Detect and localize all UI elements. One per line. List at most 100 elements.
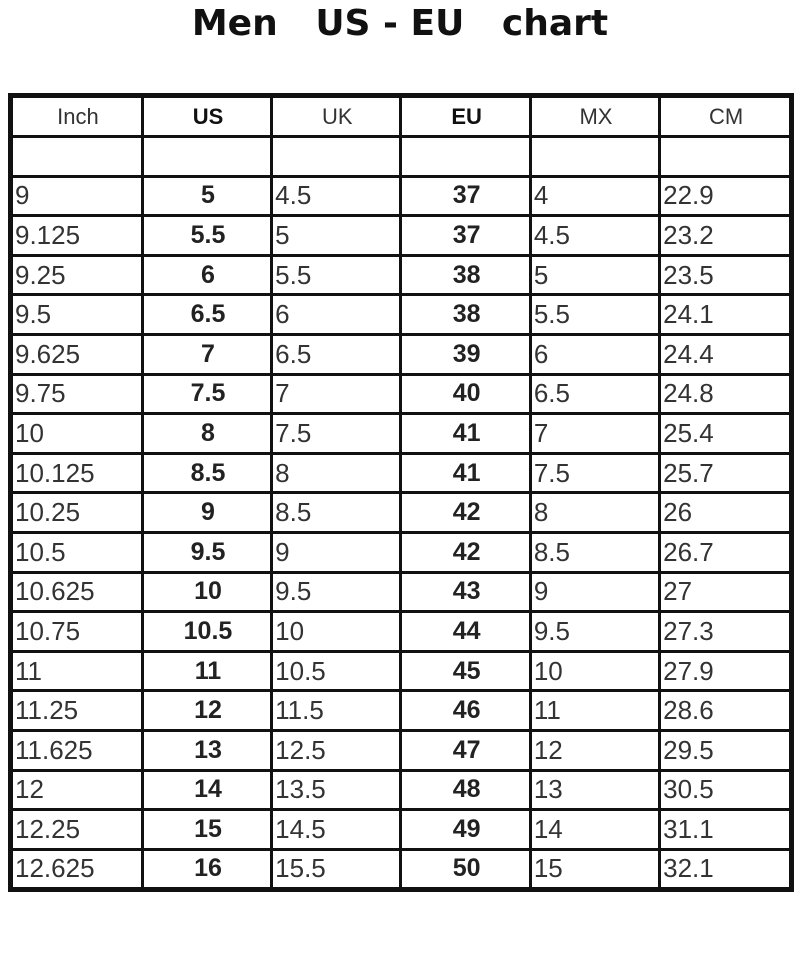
table-cell-cm: 26.7 (658, 530, 789, 574)
table-cell-uk: 6.5 (270, 332, 403, 376)
table-cell-us: 8.5 (140, 451, 274, 495)
table-cell-mx: 6.5 (528, 372, 662, 416)
table-cell-mx: 6 (528, 332, 662, 376)
table-cell-uk: 9.5 (270, 570, 403, 614)
table-cell-uk: 14.5 (270, 808, 403, 851)
table-cell-cm: 29.5 (658, 728, 789, 772)
chart-title: Men US - EU chart (191, 3, 609, 44)
table-row: 10.25 9 8.5 42 8 26 (13, 491, 789, 534)
table-cell-us: 7 (140, 332, 274, 376)
table-cell-mx: 10 (528, 649, 662, 693)
column-header-eu: EU (399, 98, 532, 138)
table-cell-us: 9.5 (140, 530, 274, 574)
table-cell-uk: 11.5 (270, 689, 403, 732)
table-cell-eu: 43 (399, 570, 532, 614)
table-cell-cm: 27.9 (658, 649, 789, 693)
table-cell-mx: 8 (528, 491, 662, 534)
table-cell-eu: 44 (399, 610, 532, 653)
column-header-uk: UK (270, 98, 403, 138)
table-cell-mx: 12 (528, 728, 662, 772)
table-row (13, 135, 789, 178)
table-cell-mx: 5 (528, 253, 662, 297)
table-cell-cm: 27.3 (658, 610, 789, 653)
table-cell-uk: 6 (270, 293, 403, 336)
table-cell-eu: 46 (399, 689, 532, 732)
table-row: 9.5 6.5 6 38 5.5 24.1 (13, 293, 789, 336)
table-cell-eu: 49 (399, 808, 532, 851)
table-cell-us: 5.5 (140, 214, 274, 257)
table-cell-eu: 38 (399, 293, 532, 336)
table-cell-inch: 10.75 (13, 610, 144, 653)
table-cell-cm: 25.7 (658, 451, 789, 495)
table-cell-cm: 30.5 (658, 768, 789, 812)
table-cell-us: 12 (140, 689, 274, 732)
table-row: 12.625 16 15.5 50 15 32.1 (13, 847, 789, 888)
table-row: 10.625 10 9.5 43 9 27 (13, 570, 789, 614)
table-row: 10.125 8.5 8 41 7.5 25.7 (13, 451, 789, 495)
table-cell-us: 6.5 (140, 293, 274, 336)
table-cell-cm (658, 135, 789, 178)
table-cell-eu: 45 (399, 649, 532, 693)
table-cell-eu: 37 (399, 214, 532, 257)
table-cell-eu (399, 135, 532, 178)
table-cell-inch: 10.25 (13, 491, 144, 534)
table-cell-us: 5 (140, 174, 274, 218)
table-cell-inch: 12.625 (13, 847, 144, 888)
table-cell-uk: 9 (270, 530, 403, 574)
table-cell-mx (528, 135, 662, 178)
table-cell-eu: 41 (399, 451, 532, 495)
table-cell-inch: 10 (13, 412, 144, 455)
table-cell-mx: 5.5 (528, 293, 662, 336)
table-cell-cm: 26 (658, 491, 789, 534)
table-row: 12.25 15 14.5 49 14 31.1 (13, 808, 789, 851)
table-cell-cm: 31.1 (658, 808, 789, 851)
table-cell-uk: 10.5 (270, 649, 403, 693)
column-header-inch: Inch (13, 98, 144, 138)
table-cell-uk: 7.5 (270, 412, 403, 455)
table-cell-cm: 23.2 (658, 214, 789, 257)
table-row: 12 14 13.5 48 13 30.5 (13, 768, 789, 812)
table-cell-mx: 7.5 (528, 451, 662, 495)
table-row: 9.75 7.5 7 40 6.5 24.8 (13, 372, 789, 416)
table-cell-uk: 12.5 (270, 728, 403, 772)
table-cell-mx: 13 (528, 768, 662, 812)
table-cell-mx: 4 (528, 174, 662, 218)
table-cell-inch: 10.5 (13, 530, 144, 574)
table-cell-mx: 9 (528, 570, 662, 614)
table-cell-eu: 37 (399, 174, 532, 218)
table-row: 10 8 7.5 41 7 25.4 (13, 412, 789, 455)
table-row: 10.75 10.5 10 44 9.5 27.3 (13, 610, 789, 653)
table-cell-cm: 23.5 (658, 253, 789, 297)
table-row: 11.625 13 12.5 47 12 29.5 (13, 728, 789, 772)
table-cell-eu: 42 (399, 530, 532, 574)
table-cell-inch: 9.5 (13, 293, 144, 336)
table-cell-us: 10 (140, 570, 274, 614)
table-cell-uk: 5.5 (270, 253, 403, 297)
table-cell-eu: 38 (399, 253, 532, 297)
size-chart-table: Inch US UK EU MX CM 9 5 4.5 37 4 22.9 9.125 5.5 5 37 4.5… (8, 93, 794, 893)
table-cell-inch: 12 (13, 768, 144, 812)
table-cell-uk: 10 (270, 610, 403, 653)
table-cell-mx: 4.5 (528, 214, 662, 257)
header-row: Inch US UK EU MX CM (13, 98, 789, 138)
table-cell-inch: 10.625 (13, 570, 144, 614)
table-cell-inch (13, 135, 144, 178)
table-cell-eu: 47 (399, 728, 532, 772)
table-cell-uk: 8.5 (270, 491, 403, 534)
table-cell-eu: 40 (399, 372, 532, 416)
table-cell-uk: 7 (270, 372, 403, 416)
table-cell-inch: 9.125 (13, 214, 144, 257)
table-row: 9 5 4.5 37 4 22.9 (13, 174, 789, 218)
table-row: 9.25 6 5.5 38 5 23.5 (13, 253, 789, 297)
table-cell-inch: 9.625 (13, 332, 144, 376)
column-header-mx: MX (528, 98, 662, 138)
table-cell-inch: 11.25 (13, 689, 144, 732)
table-cell-us: 9 (140, 491, 274, 534)
table-cell-uk: 15.5 (270, 847, 403, 888)
table-cell-inch: 10.125 (13, 451, 144, 495)
table-cell-us: 8 (140, 412, 274, 455)
table-cell-uk: 13.5 (270, 768, 403, 812)
table-cell-inch: 9.25 (13, 253, 144, 297)
table-cell-uk (270, 135, 403, 178)
table-cell-inch: 9 (13, 174, 144, 218)
